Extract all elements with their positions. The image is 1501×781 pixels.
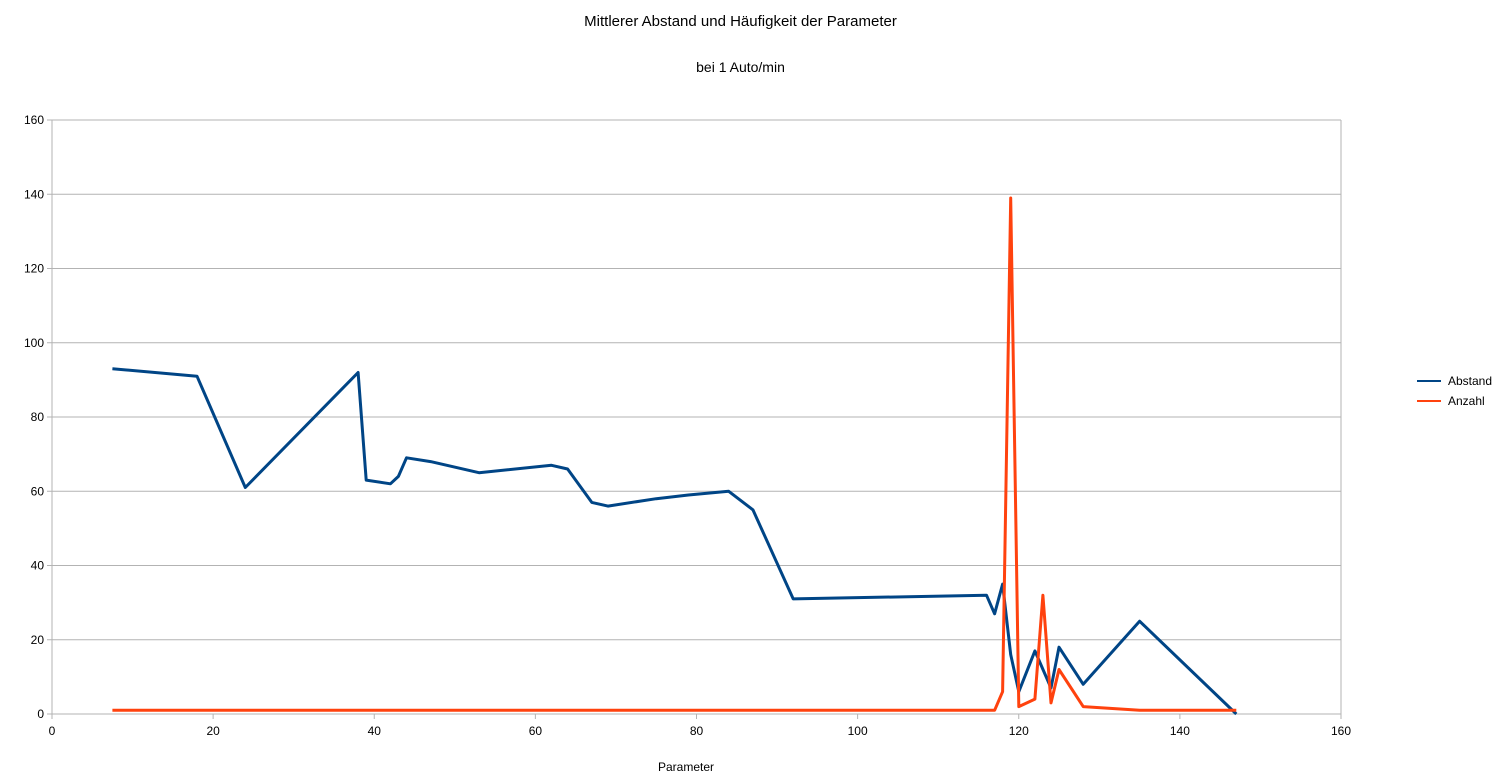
series-line-abstand xyxy=(112,367,1238,716)
chart-title: Mittlerer Abstand und Häufigkeit der Par… xyxy=(584,13,897,30)
series-lines xyxy=(112,196,1238,716)
x-tick-label: 0 xyxy=(49,724,56,738)
x-tick-labels: 0 20 40 60 80 100 120 140 160 xyxy=(49,724,1352,738)
x-tick-label: 40 xyxy=(368,724,382,738)
y-tick-labels: 0 20 40 60 80 100 120 140 160 xyxy=(24,113,44,721)
x-tick-label: 120 xyxy=(1009,724,1029,738)
x-tick-label: 20 xyxy=(206,724,220,738)
axes xyxy=(47,119,1342,719)
y-tick-label: 120 xyxy=(24,262,44,276)
y-tick-label: 140 xyxy=(24,187,44,201)
x-tick-label: 80 xyxy=(690,724,704,738)
gridlines xyxy=(52,119,1341,715)
legend-label-abstand: Abstand xyxy=(1448,374,1492,388)
y-tick-label: 40 xyxy=(31,559,45,573)
y-tick-label: 60 xyxy=(31,484,45,498)
chart-subtitle: bei 1 Auto/min xyxy=(696,59,785,75)
x-tick-label: 140 xyxy=(1170,724,1190,738)
y-tick-label: 100 xyxy=(24,336,44,350)
x-tick-label: 100 xyxy=(848,724,868,738)
y-tick-label: 0 xyxy=(37,707,44,721)
y-tick-label: 160 xyxy=(24,113,44,127)
y-tick-label: 80 xyxy=(31,410,45,424)
y-tick-label: 20 xyxy=(31,633,45,647)
x-tick-label: 160 xyxy=(1331,724,1351,738)
series-line-anzahl xyxy=(112,196,1237,712)
legend-label-anzahl: Anzahl xyxy=(1448,394,1485,408)
x-tick-label: 60 xyxy=(529,724,543,738)
legend: Abstand Anzahl xyxy=(1417,374,1492,408)
x-axis-label: Parameter xyxy=(658,760,714,774)
